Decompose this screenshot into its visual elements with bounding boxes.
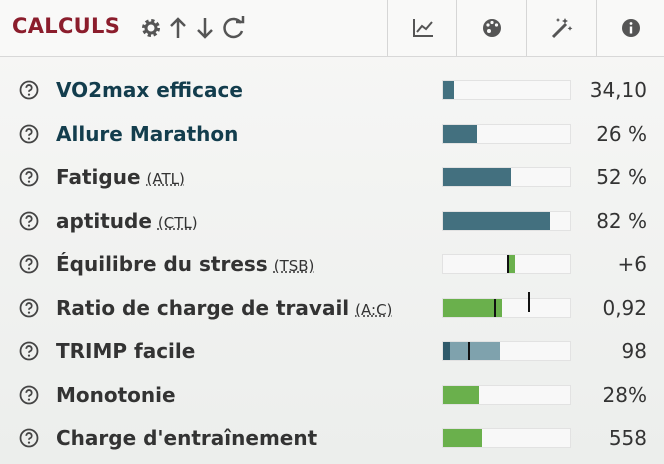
help-icon[interactable] [19,167,39,191]
gauge-fill [443,298,502,317]
help-icon[interactable] [19,254,39,278]
label-text: Fatigue [56,165,141,189]
gauge-fill [443,385,479,404]
gauge [442,254,571,274]
metric-row: aptitude (CTL) 82 % [0,201,664,241]
metric-value: 26 % [596,121,647,146]
gauge-marker [494,298,496,317]
metric-label: Monotonie [56,383,176,407]
label-text: Ratio de charge de travail [56,295,350,320]
abbreviation: (ATL) [146,170,185,188]
help-icon[interactable] [19,211,39,235]
metric-row: Équilibre du stress (TSB) +6 [0,244,664,284]
title: CALCULS [12,14,121,38]
label-text: Allure Marathon [56,121,239,146]
metric-row: Ratio de charge de travail (A:C) 0,92 [0,288,664,328]
gauge-fill [443,124,477,143]
metric-value: 34,10 [589,78,647,102]
metric-row: Allure Marathon 26 % [0,114,664,154]
label-text: TRIMP facile [56,339,196,363]
metric-value: 28% [602,382,647,407]
gauge-fill [443,342,450,360]
metric-value: +6 [617,252,647,276]
chart-tab[interactable] [387,0,457,56]
info-tab[interactable] [596,0,664,56]
header: CALCULS [0,0,664,57]
help-icon[interactable] [19,385,39,409]
metric-value: 558 [608,426,647,450]
gauge [442,167,571,187]
metric-label: VO2max efficace [56,78,243,102]
metric-label: Charge d'entraînement [56,426,317,450]
metric-row: Monotonie 28% [0,375,664,415]
gauge-fill [450,342,500,360]
gauge [442,428,571,448]
metric-value: 52 % [596,165,647,189]
help-icon[interactable] [19,80,39,104]
palette-tab[interactable] [456,0,527,56]
metric-label: Fatigue (ATL) [56,165,185,189]
metric-label: TRIMP facile [56,339,195,363]
toolbar-icons [142,16,245,39]
label-text: aptitude [56,208,152,233]
metric-label: Allure Marathon [56,122,238,146]
help-icon[interactable] [19,341,39,365]
gauge-marker [507,255,509,273]
metric-row: VO2max efficace 34,10 [0,70,664,110]
gauge [442,291,571,318]
help-icon[interactable] [19,124,39,148]
gauge-marker [468,342,470,360]
metric-value: 82 % [596,208,647,233]
abbreviation: (TSB) [273,257,315,275]
gauge-fill [509,255,515,273]
label-text: Équilibre du stress [56,252,268,276]
gauge [442,341,571,361]
label-text: Charge d'entraînement [56,426,318,450]
metric-label: aptitude (CTL) [56,209,198,233]
gauge-fill [443,81,454,99]
metric-row: Charge d'entraînement 558 [0,418,664,458]
abbreviation: (CTL) [157,213,198,232]
gauge [442,123,571,144]
metric-row: TRIMP facile 98 [0,331,664,371]
gauge-fill [443,168,511,186]
label-text: Monotonie [56,382,176,407]
metric-label: Ratio de charge de travail (A:C) [56,296,392,320]
metric-value: 98 [621,339,647,363]
gauge [442,210,571,231]
magic-tab[interactable] [526,0,597,56]
gauge [442,384,571,405]
help-icon[interactable] [19,298,39,322]
gauge [442,80,571,100]
gauge-marker [528,291,530,312]
gauge-fill [443,211,550,230]
metric-row: Fatigue (ATL) 52 % [0,157,664,197]
metric-value: 0,92 [602,295,647,320]
abbreviation: (A:C) [355,300,393,319]
metric-label: Équilibre du stress (TSB) [56,252,314,276]
gauge-fill [443,429,482,447]
help-icon[interactable] [19,428,39,452]
label-text: VO2max efficace [56,78,243,102]
